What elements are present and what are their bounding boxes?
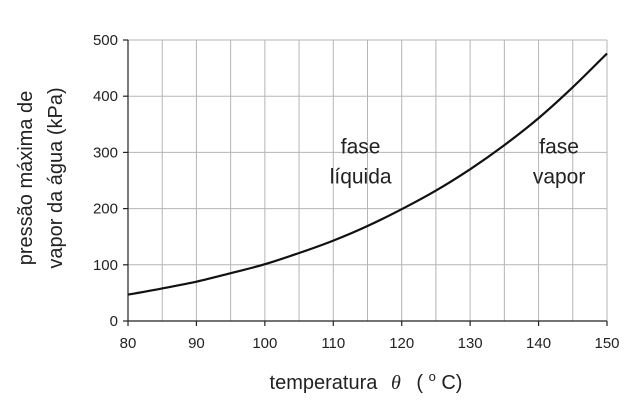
y-tick-label: 100: [93, 257, 118, 274]
y-axis-title-line2: vapor da água (kPa): [45, 87, 67, 268]
y-tick-label: 0: [110, 313, 118, 330]
region-label: líquida: [330, 166, 392, 189]
y-tick-labels: 0 100 200 300 400 500: [93, 32, 118, 330]
region-label: fase: [341, 136, 381, 159]
x-tick-label: 150: [594, 335, 619, 352]
x-tick-labels: 80 90 100 110 120 130 140 150: [120, 335, 620, 352]
region-label: fase: [539, 136, 579, 159]
x-tick-label: 100: [252, 335, 277, 352]
y-tick-label: 200: [93, 201, 118, 218]
y-tick-label: 300: [93, 144, 118, 161]
x-axis-title-text: temperatura: [270, 372, 379, 394]
y-tick-label: 500: [93, 32, 118, 49]
x-tick-label: 120: [389, 335, 414, 352]
x-axis-symbol: θ: [391, 372, 401, 394]
x-axis-unit-close: C): [441, 372, 462, 394]
x-tick-label: 130: [458, 335, 483, 352]
x-axis-unit-sup: o: [429, 369, 436, 384]
axes: [123, 39, 608, 326]
x-tick-label: 140: [526, 335, 551, 352]
x-axis-unit-open: (: [416, 372, 423, 394]
grid: [127, 39, 608, 322]
x-tick-label: 80: [120, 335, 137, 352]
region-label: vapor: [533, 166, 586, 189]
x-tick-label: 90: [188, 335, 205, 352]
x-tick-label: 110: [321, 335, 345, 352]
vapor-pressure-curve: [127, 52, 608, 296]
y-tick-label: 400: [93, 88, 118, 105]
y-axis-title-line1: pressão máxima de: [15, 91, 37, 266]
region-labels: fase líquida fase vapor: [330, 136, 586, 189]
x-axis-title: temperatura θ ( o C): [270, 364, 463, 394]
